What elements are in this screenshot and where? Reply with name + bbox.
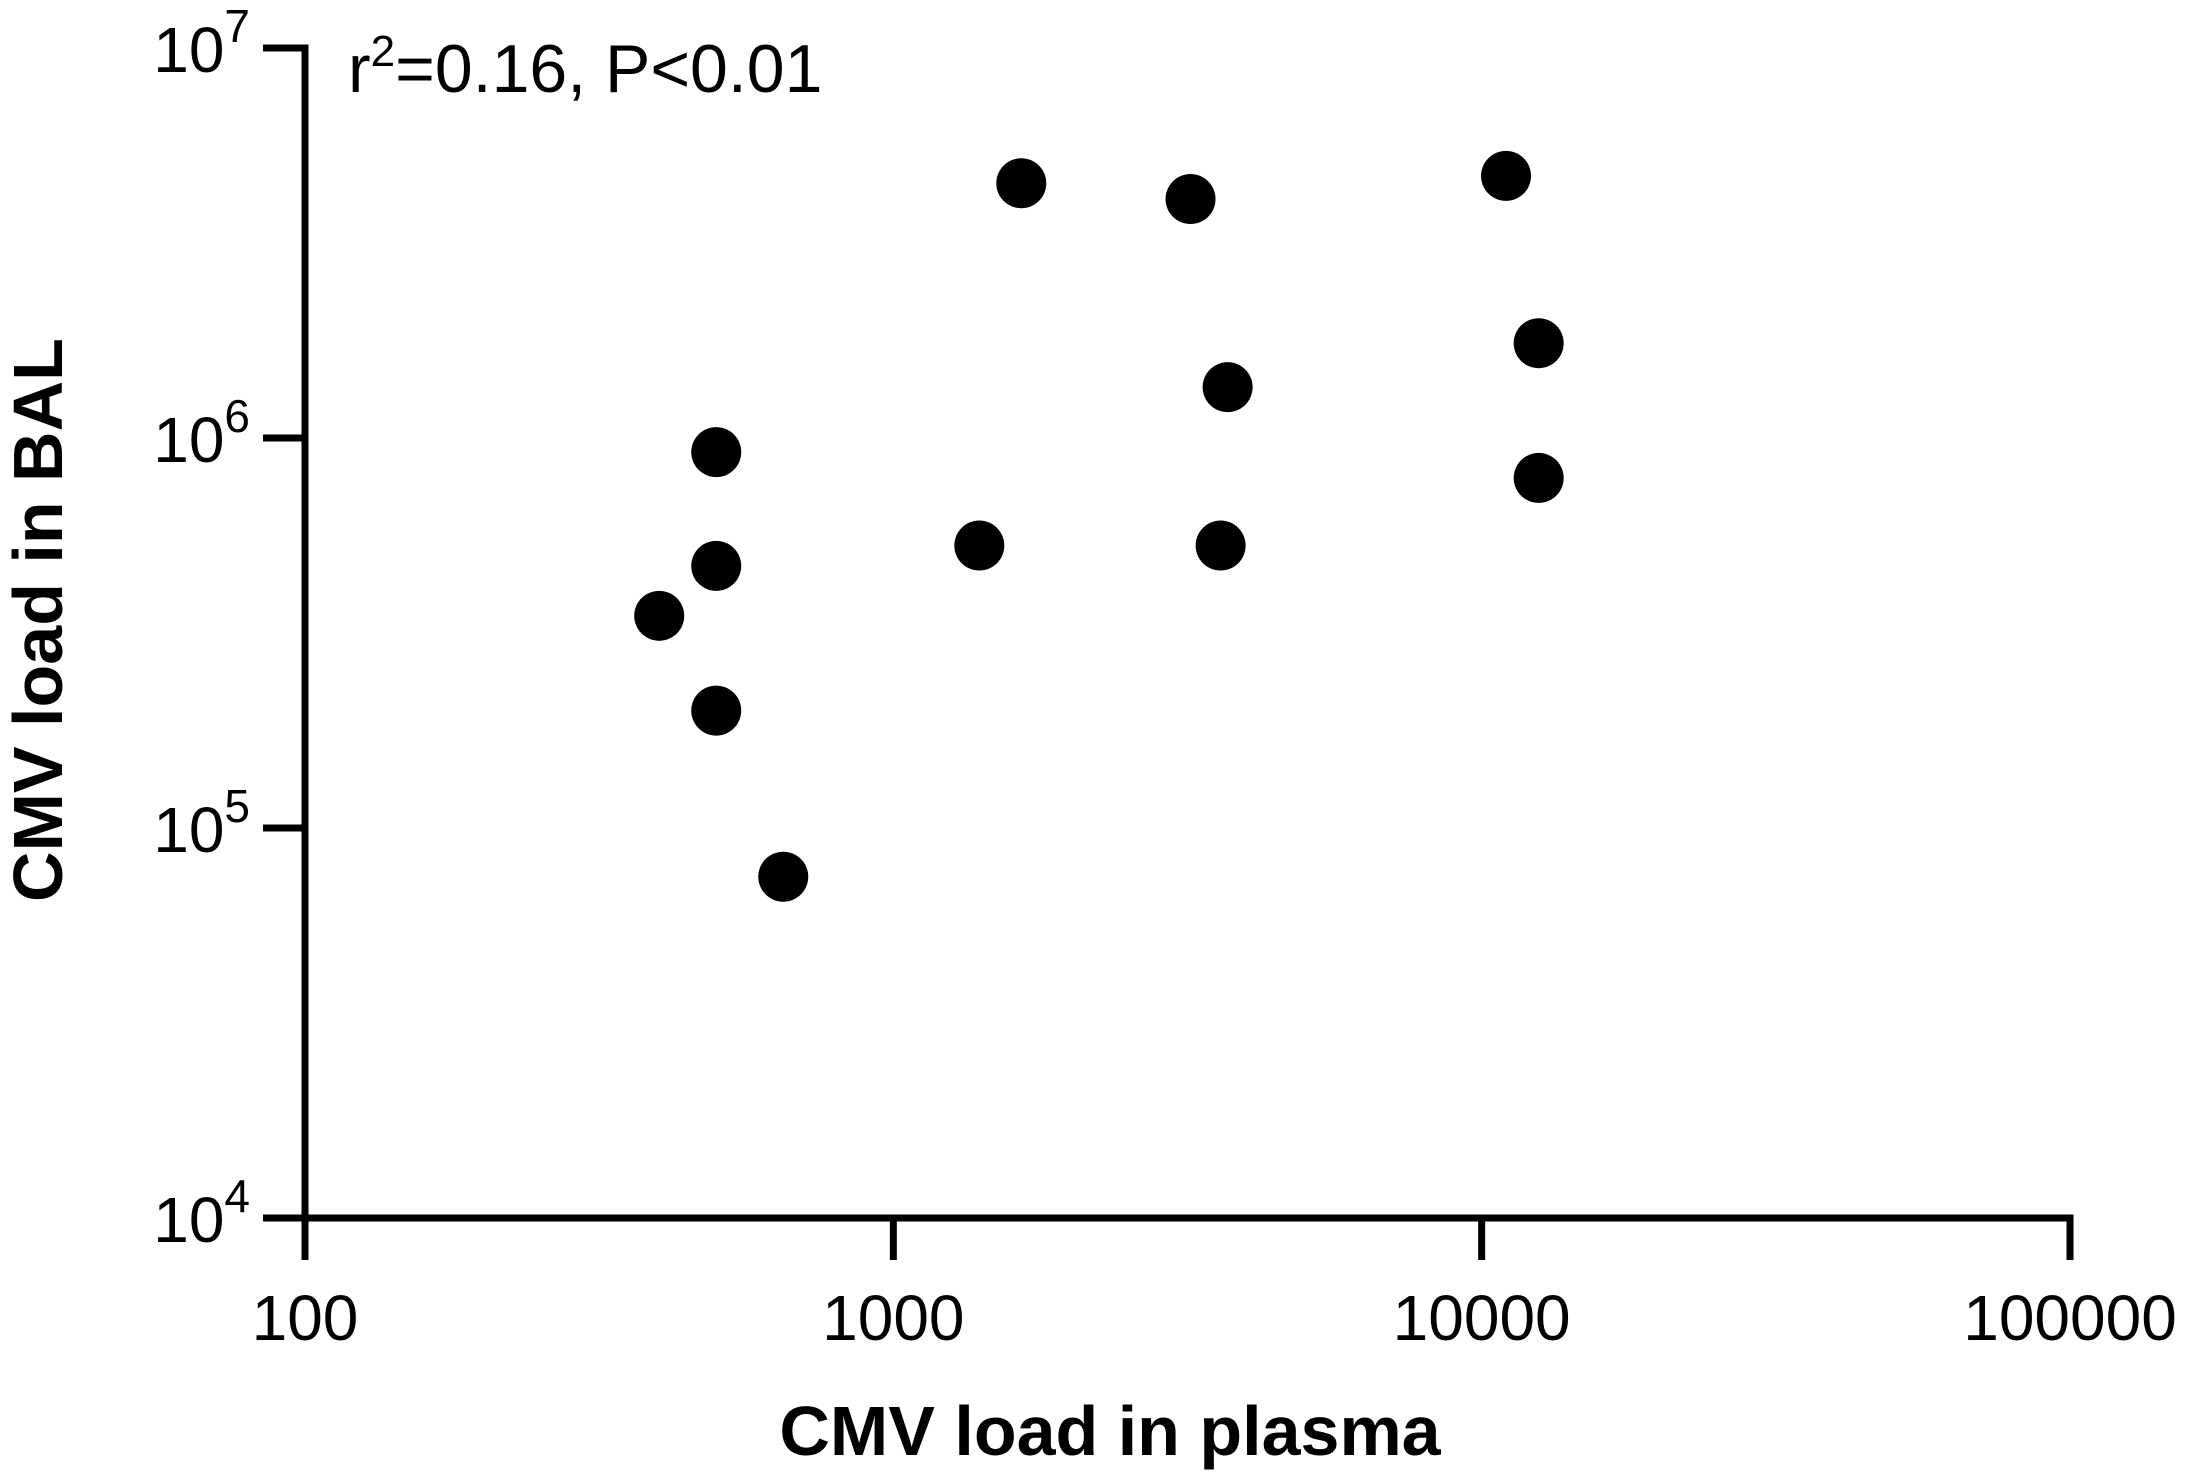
y-tick-base-0: 10 — [153, 1184, 224, 1256]
data-point-0 — [634, 590, 685, 641]
data-point-11 — [1513, 318, 1564, 369]
y-tick-base-3: 10 — [153, 14, 224, 86]
y-tick-exponent-1: 5 — [224, 780, 250, 832]
y-tick-label-0: 104 — [153, 1170, 250, 1256]
data-point-4 — [758, 851, 809, 902]
y-tick-exponent-2: 6 — [224, 390, 250, 442]
data-point-9 — [1202, 362, 1253, 413]
data-point-3 — [691, 685, 742, 736]
data-point-2 — [691, 540, 742, 591]
y-tick-base-2: 10 — [153, 404, 224, 476]
y-tick-label-3: 107 — [153, 0, 250, 86]
annotation-r: r — [348, 31, 371, 107]
axes — [301, 44, 2074, 1222]
x-tick-label-2: 10000 — [1393, 1282, 1571, 1354]
y-tick-exponent-3: 7 — [224, 0, 250, 52]
x-tick-label-0: 100 — [252, 1282, 359, 1354]
data-point-8 — [1195, 520, 1246, 571]
y-axis-title: CMV load in BAL — [0, 338, 77, 902]
annotation-stats: =0.16, P<0.01 — [395, 31, 822, 107]
data-points — [634, 150, 1564, 902]
data-point-12 — [1513, 452, 1564, 503]
x-axis-title: CMV load in plasma — [779, 1392, 1441, 1470]
y-tick-exponent-0: 4 — [224, 1170, 250, 1222]
data-point-6 — [996, 158, 1047, 209]
y-tick-label-2: 106 — [153, 390, 250, 476]
y-tick-base-1: 10 — [153, 794, 224, 866]
x-tick-label-3: 100000 — [1963, 1282, 2177, 1354]
data-point-1 — [691, 427, 742, 478]
x-tick-label-1: 1000 — [822, 1282, 964, 1354]
correlation-annotation: r2=0.16, P<0.01 — [348, 27, 822, 107]
y-tick-label-1: 105 — [153, 780, 250, 866]
data-point-10 — [1481, 150, 1532, 201]
data-point-5 — [954, 520, 1005, 571]
data-point-7 — [1165, 174, 1216, 225]
annotation-superscript: 2 — [371, 27, 395, 76]
x-axis-ticks: 100 1000 10000 100000 — [252, 1218, 2177, 1354]
